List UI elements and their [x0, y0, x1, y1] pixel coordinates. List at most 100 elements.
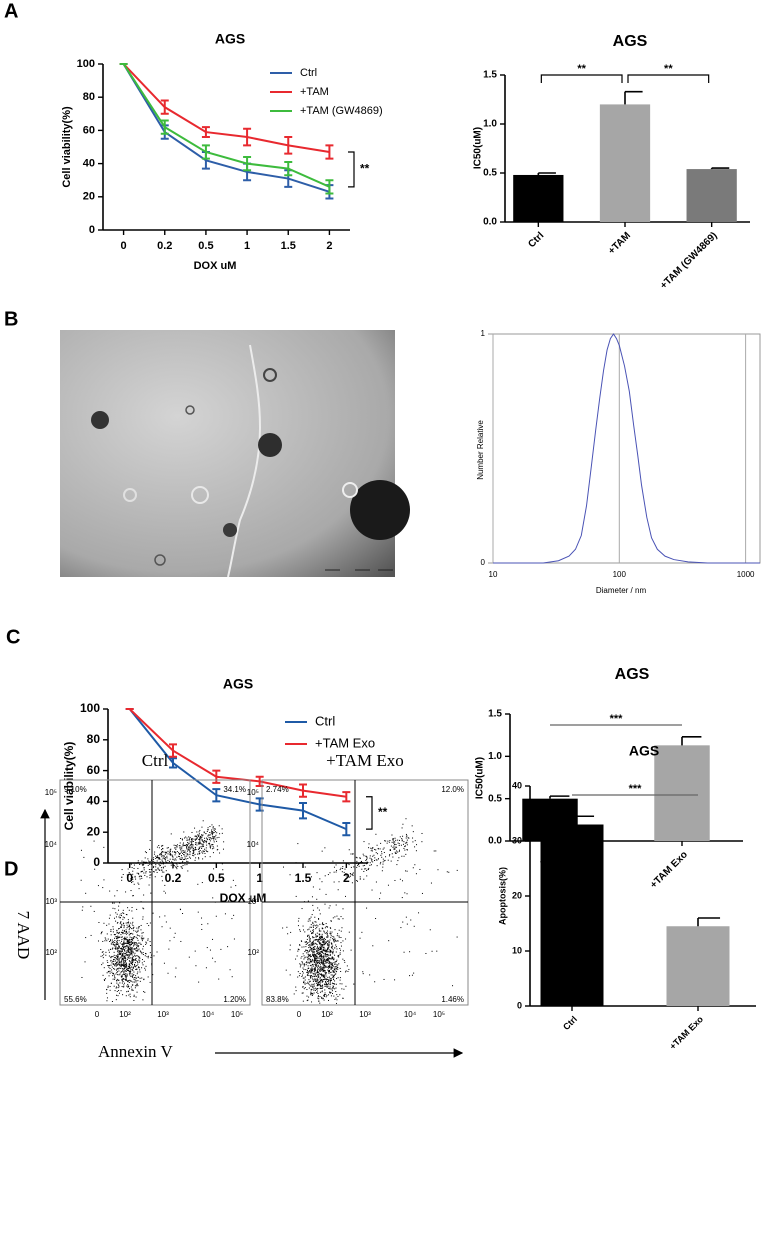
y-tick-label: 80 [83, 91, 95, 103]
event-dot [131, 907, 133, 909]
event-dot [164, 851, 166, 853]
event-dot [133, 944, 135, 946]
event-dot [327, 984, 329, 986]
event-dot [315, 979, 317, 981]
event-dot [319, 964, 321, 966]
event-dot [183, 858, 185, 860]
y-tick-label: 40 [87, 794, 101, 808]
event-dot [121, 931, 123, 933]
event-dot [314, 976, 316, 978]
x-tick-label: 0.5 [208, 871, 225, 885]
event-dot [309, 918, 311, 920]
event-dot [317, 950, 319, 952]
event-dot [111, 966, 113, 968]
event-dot [195, 836, 197, 838]
event-dot [83, 856, 85, 858]
event-dot [316, 962, 318, 964]
event-dot [161, 849, 163, 851]
event-dot [321, 938, 323, 940]
event-dot [314, 981, 316, 983]
event-dot [400, 927, 402, 929]
event-dot [153, 859, 155, 861]
event-dot [192, 852, 194, 854]
event-dot [334, 988, 336, 990]
event-dot [85, 892, 87, 894]
event-dot [170, 848, 172, 850]
event-dot [324, 875, 326, 877]
event-dot [335, 904, 337, 906]
event-dot [310, 977, 312, 979]
event-dot [327, 965, 329, 967]
event-dot [319, 987, 321, 989]
event-dot [362, 971, 364, 973]
event-dot [208, 842, 210, 844]
event-dot [316, 988, 318, 990]
event-dot [397, 860, 399, 862]
event-dot [124, 971, 126, 973]
event-dot [325, 966, 327, 968]
event-dot [381, 851, 383, 853]
error-bar-line [169, 743, 177, 758]
event-dot [359, 937, 361, 939]
event-dot [135, 965, 137, 967]
event-dot [318, 953, 320, 955]
y-tick-label: 1.0 [483, 119, 497, 130]
event-dot [147, 939, 149, 941]
event-dot [375, 859, 377, 861]
x-tick-label: 1 [256, 871, 263, 885]
event-dot [299, 963, 301, 965]
event-dot [167, 847, 169, 849]
event-dot [328, 951, 330, 953]
event-dot [126, 969, 128, 971]
event-dot [194, 849, 196, 851]
error-bar-line [284, 136, 293, 155]
event-dot [330, 958, 332, 960]
event-dot [191, 841, 193, 843]
event-dot [112, 956, 114, 958]
event-dot [318, 909, 320, 911]
event-dot [136, 985, 138, 987]
event-dot [353, 866, 355, 868]
event-dot [333, 962, 335, 964]
event-dot [127, 950, 129, 952]
event-dot [138, 966, 140, 968]
event-dot [339, 967, 341, 969]
event-dot [150, 868, 152, 870]
event-dot [133, 978, 135, 980]
event-dot [171, 861, 173, 863]
event-dot [128, 943, 130, 945]
event-dot [320, 949, 322, 951]
x-tick-label: 0.2 [165, 871, 182, 885]
event-dot [108, 966, 110, 968]
event-dot [97, 885, 99, 887]
event-dot [118, 953, 120, 955]
event-dot [307, 951, 309, 953]
event-dot [121, 986, 123, 988]
event-dot [315, 972, 317, 974]
series-line [122, 63, 330, 188]
event-dot [203, 850, 205, 852]
event-dot [104, 978, 106, 980]
event-dot [132, 895, 134, 897]
event-dot [315, 921, 317, 923]
event-dot [391, 834, 393, 836]
bar [666, 926, 730, 1006]
plot-frame [492, 333, 761, 564]
event-dot [116, 990, 118, 992]
event-dot [343, 988, 345, 990]
event-dot [289, 974, 291, 976]
event-dot [129, 961, 131, 963]
event-dot [106, 960, 108, 962]
event-dot [120, 990, 122, 992]
event-dot [309, 954, 311, 956]
event-dot [307, 941, 309, 943]
event-dot [112, 941, 114, 943]
event-dot [140, 924, 142, 926]
event-dot [326, 936, 328, 938]
event-dot [189, 850, 191, 852]
event-dot [127, 919, 129, 921]
legend-label: Ctrl [315, 713, 335, 728]
event-dot [193, 849, 195, 851]
event-dot [152, 912, 154, 914]
event-dot [132, 924, 134, 926]
